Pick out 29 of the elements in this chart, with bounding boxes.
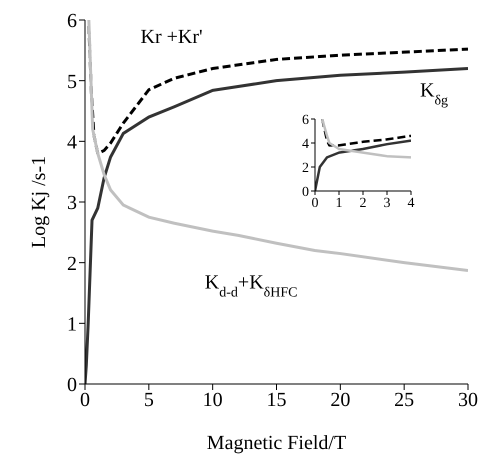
x-tick-label: 20 [330, 389, 350, 412]
y-tick-label: 0 [67, 374, 77, 396]
x-tick-label: 1 [336, 196, 342, 211]
x-tick-label: 4 [408, 196, 414, 211]
y-tick-label: 6 [302, 112, 309, 128]
y-axis-title: Log Kj /s-1 [28, 156, 50, 248]
y-tick-label: 2 [67, 252, 77, 275]
x-tick-label: 15 [266, 389, 286, 412]
y-tick-label: 5 [67, 70, 77, 93]
x-tick-label: 25 [394, 389, 414, 412]
y-tick-label: 6 [67, 10, 77, 32]
x-tick-label: 3 [384, 196, 390, 211]
y-tick-label: 0 [302, 184, 309, 200]
x-tick-label: 5 [144, 389, 154, 412]
line-series [320, 119, 411, 159]
x-tick-label: 0 [312, 196, 318, 211]
x-tick-label: 2 [360, 196, 366, 211]
y-tick-label: 1 [67, 313, 77, 336]
series-label: K$_{d-d}$+K$_{δHFC}$ [204, 272, 298, 300]
y-tick-label: 4 [67, 131, 77, 154]
series-label: K$_{δg}$ [420, 80, 448, 108]
y-tick-label: 4 [302, 136, 309, 152]
x-tick-label: 30 [458, 389, 478, 412]
y-tick-label: 2 [302, 160, 309, 176]
line-series [87, 20, 468, 272]
series-label: Kr +Kr' [140, 26, 203, 48]
x-axis-title: Magnetic Field/T [206, 432, 346, 454]
line-series [320, 119, 411, 147]
x-tick-label: 10 [202, 389, 223, 412]
